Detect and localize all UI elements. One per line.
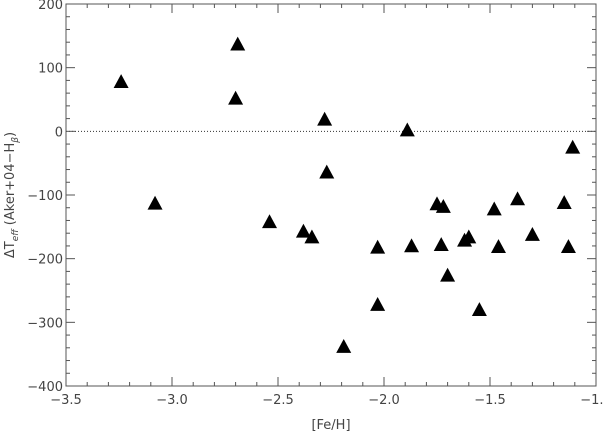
data-point bbox=[433, 237, 449, 252]
data-point bbox=[336, 339, 352, 353]
x-tick-label: −2.0 bbox=[368, 393, 400, 408]
data-point bbox=[556, 195, 572, 210]
data-point bbox=[370, 297, 386, 311]
data-point bbox=[319, 164, 335, 179]
y-axis-title-paren: (Aker+04−H bbox=[3, 143, 18, 225]
y-axis-title-paren-subscript: β bbox=[11, 137, 21, 144]
data-point bbox=[486, 201, 502, 216]
x-tick-label: −2.5 bbox=[262, 393, 294, 408]
data-point bbox=[304, 229, 320, 244]
y-tick-label: −200 bbox=[27, 253, 63, 268]
data-point bbox=[399, 122, 415, 137]
y-axis-title-close: ) bbox=[3, 132, 18, 137]
data-point bbox=[490, 239, 506, 253]
data-point bbox=[262, 214, 278, 229]
data-point bbox=[524, 226, 540, 241]
y-axis-title-subscript: eff bbox=[11, 228, 21, 242]
x-axis-title: [Fe/H] bbox=[311, 418, 350, 433]
plot-frame bbox=[65, 3, 597, 387]
data-point bbox=[560, 239, 576, 253]
y-tick-label: 100 bbox=[38, 62, 63, 77]
data-point bbox=[440, 267, 456, 282]
y-axis-title: ΔTeff (Aker+04−Hβ) bbox=[3, 132, 21, 258]
data-point bbox=[565, 139, 581, 154]
y-tick-label: 200 bbox=[38, 0, 63, 13]
x-tick-label: −1.5 bbox=[474, 393, 506, 408]
x-axis-ticks: −3.5 −3.0 −2.5 −2.0 −1.5 −1.0 bbox=[50, 4, 603, 408]
y-axis-title-main: ΔT bbox=[3, 241, 18, 258]
data-point bbox=[113, 74, 129, 89]
y-tick-label: −400 bbox=[27, 380, 63, 395]
data-point bbox=[295, 223, 311, 238]
y-tick-label: −100 bbox=[27, 189, 63, 204]
data-point bbox=[471, 302, 487, 316]
y-axis-ticks: −400 −300 −200 −100 0 100 200 bbox=[27, 0, 596, 395]
data-point bbox=[435, 198, 451, 213]
data-point bbox=[228, 90, 244, 105]
x-tick-label: −1.0 bbox=[580, 393, 603, 408]
x-tick-label: −3.5 bbox=[50, 393, 82, 408]
data-point bbox=[404, 238, 420, 253]
y-tick-label: 0 bbox=[55, 125, 63, 140]
data-point bbox=[461, 229, 477, 244]
data-point bbox=[510, 191, 526, 206]
x-tick-label: −3.0 bbox=[156, 393, 188, 408]
data-point bbox=[230, 36, 246, 51]
y-tick-label: −300 bbox=[27, 316, 63, 331]
data-point bbox=[317, 111, 333, 126]
data-point bbox=[370, 239, 386, 254]
data-point bbox=[147, 195, 163, 210]
data-points bbox=[113, 36, 581, 353]
